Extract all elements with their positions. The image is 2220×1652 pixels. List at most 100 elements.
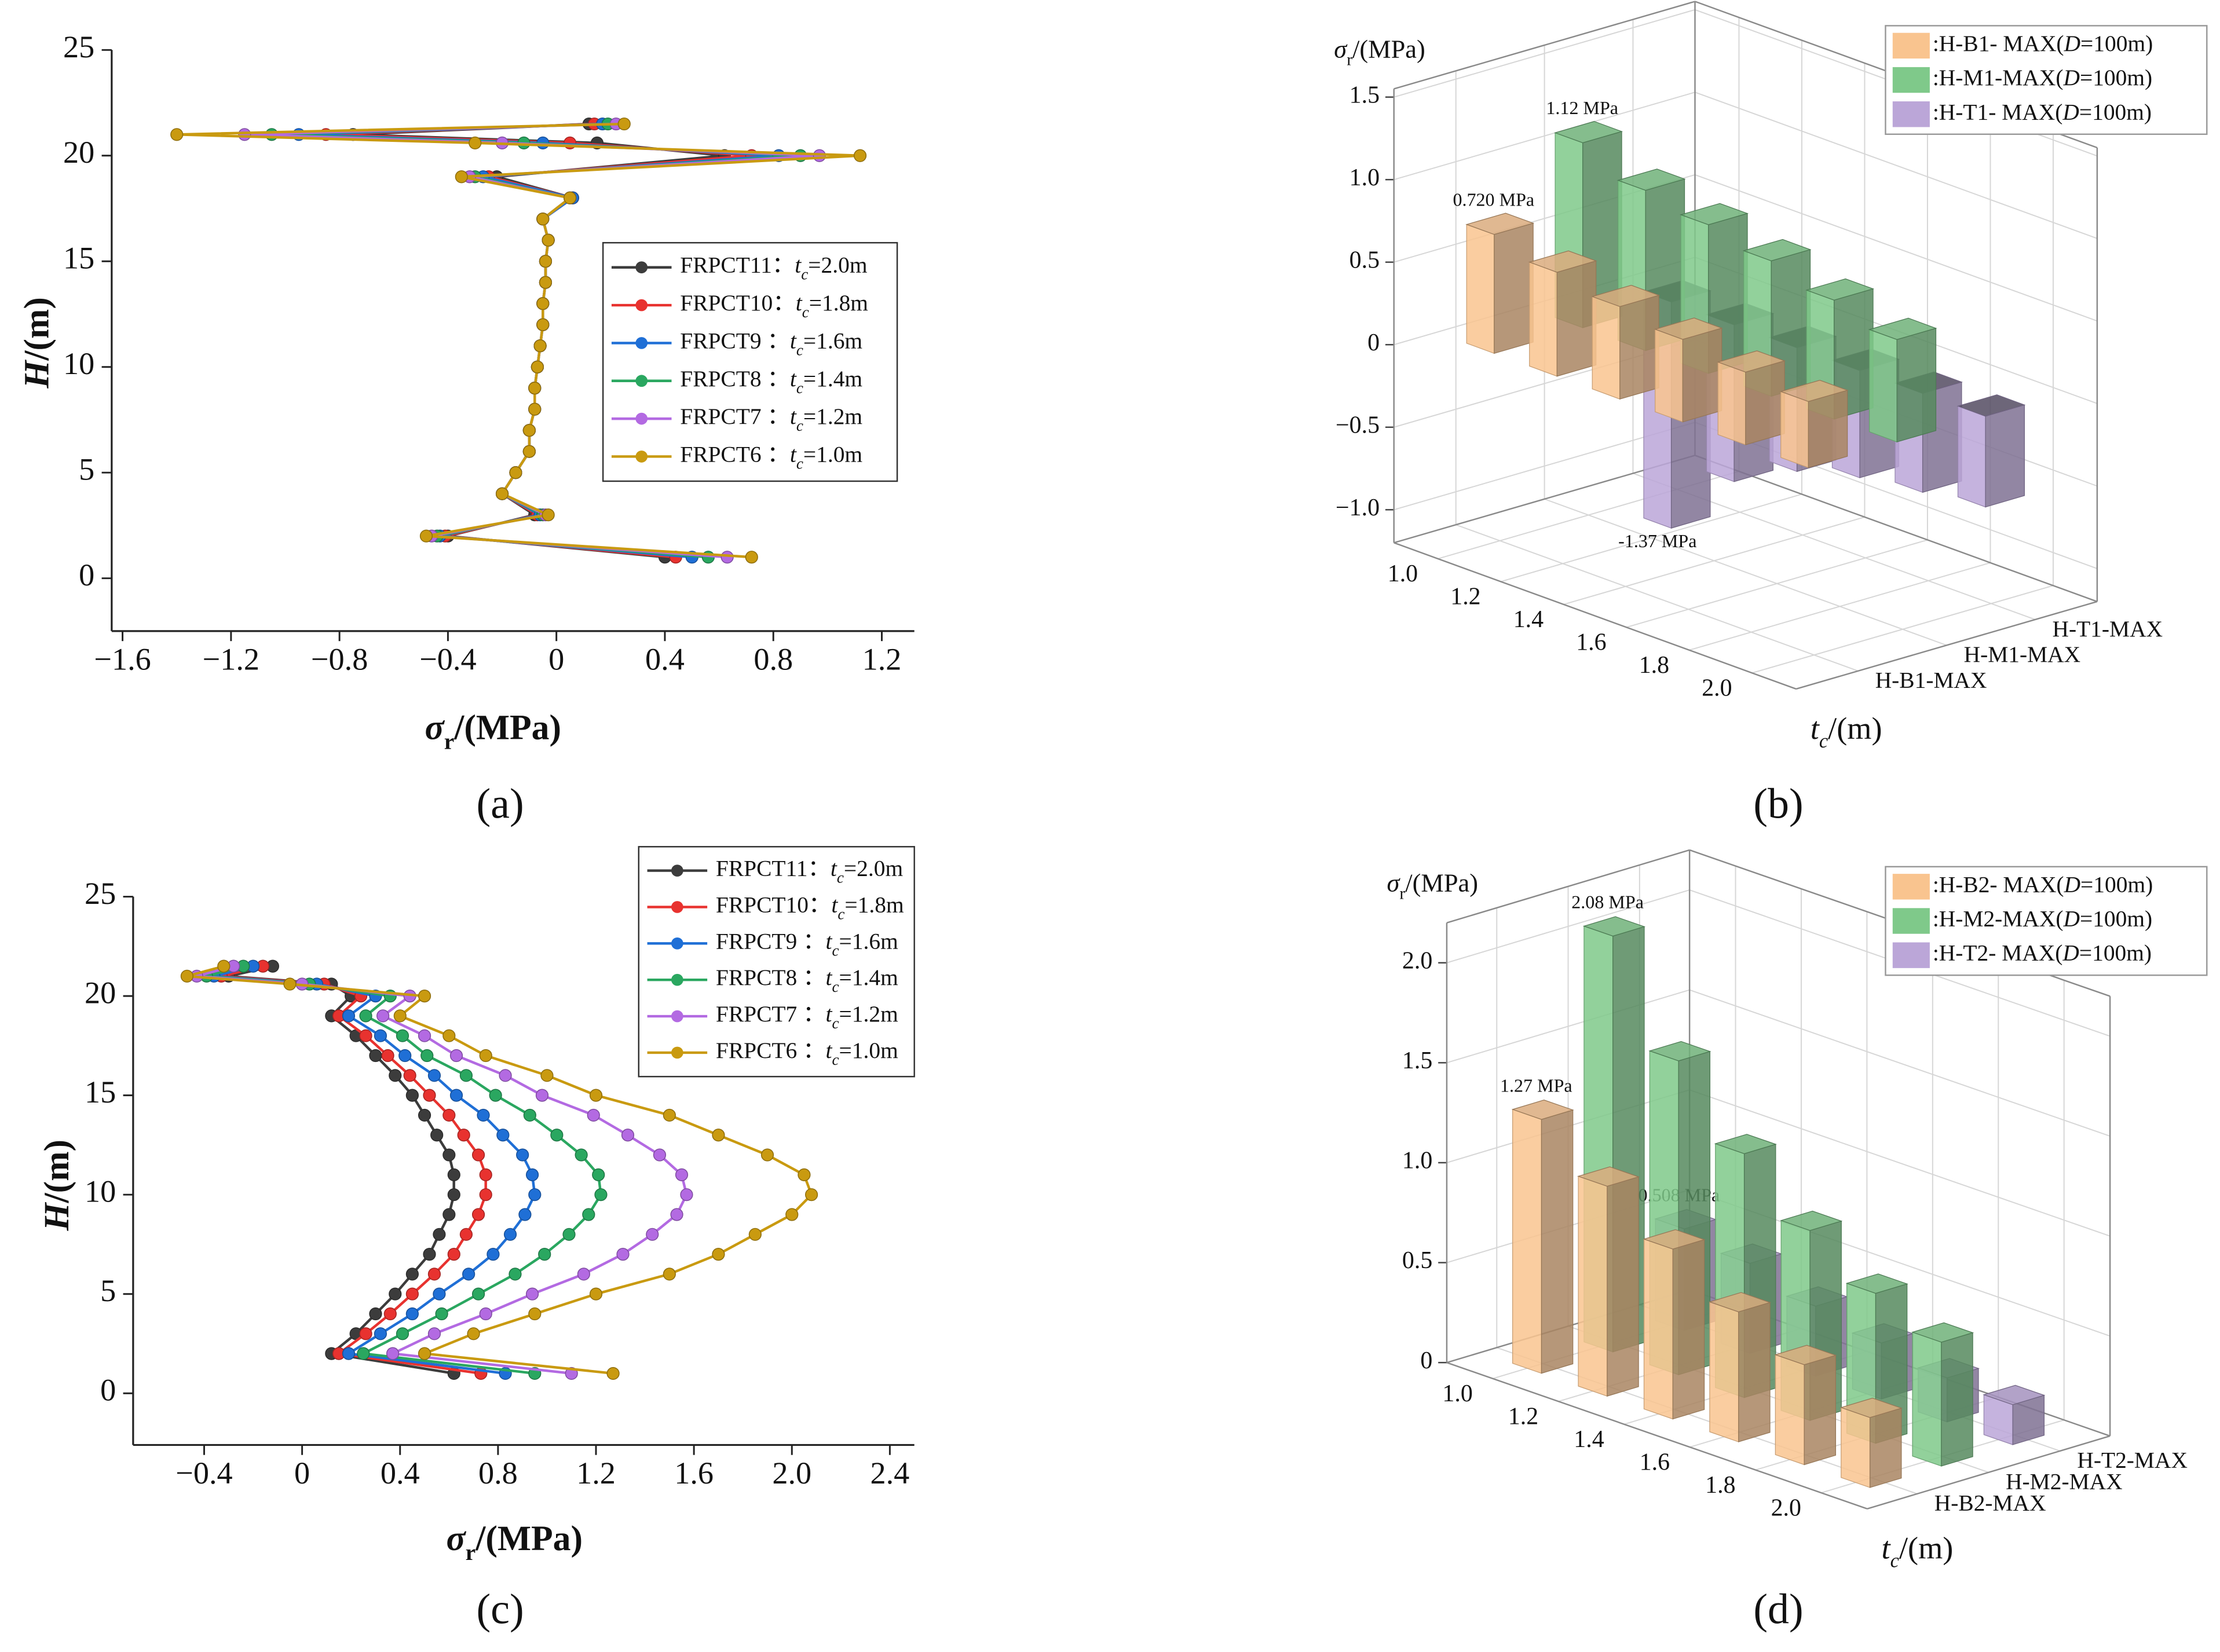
data-point	[405, 1089, 419, 1102]
data-point	[427, 1327, 441, 1340]
bar-face	[1655, 328, 1683, 423]
legend-swatch	[1892, 908, 1930, 934]
legend-label-part: D	[2062, 65, 2079, 90]
data-point	[423, 1248, 436, 1261]
bar-face	[1654, 317, 1723, 340]
legend-label-part: t	[826, 1001, 833, 1027]
bar-face	[1985, 404, 2025, 508]
z-axis-label: σr/(MPa)	[1387, 869, 1478, 903]
bar	[1779, 380, 1849, 468]
data-point	[663, 1268, 676, 1281]
legend-label: FRPCT8 ：tc=1.4m	[716, 965, 898, 995]
data-point	[542, 508, 555, 522]
legend-label-part: :H-M1-MAX(	[1933, 65, 2064, 90]
data-point	[423, 1089, 436, 1102]
y-axis-label-part: /(m)	[17, 297, 57, 361]
legend-box	[1885, 25, 2208, 135]
legend-label: :H-T2- MAX(D=100m)	[1933, 940, 2152, 966]
x-tick-label: 1.6	[1576, 629, 1606, 656]
data-point	[447, 1248, 460, 1261]
bar-face	[1845, 1273, 1908, 1294]
bar-face	[1607, 1176, 1639, 1397]
data-label: 2.08 MPa	[1571, 892, 1644, 913]
legend-label-part: ：	[772, 252, 795, 278]
series-axis-label: H-M2-MAX	[2006, 1469, 2123, 1495]
bar-face	[1912, 1331, 1942, 1467]
legend-label-part: ：	[773, 290, 795, 316]
box-edge	[1394, 542, 1797, 690]
data-point	[357, 1347, 370, 1360]
legend-label: FRPCT7 ：tc=1.2m	[680, 404, 862, 434]
z-axis-label-part: /(MPa)	[1352, 35, 1425, 64]
legend-box	[602, 241, 898, 482]
data-point	[405, 1307, 419, 1321]
x-tick-label: 1.6	[674, 1456, 714, 1490]
data-point	[386, 1347, 400, 1360]
z-tick-label: −1.0	[1336, 494, 1380, 521]
floor-grid	[1455, 524, 1859, 672]
x-tick-label: −1.2	[203, 642, 259, 677]
data-point	[471, 1287, 485, 1301]
legend-label-part: FRPCT9	[680, 328, 761, 353]
data-point	[376, 1009, 390, 1023]
data-point	[449, 1089, 463, 1102]
bar	[1528, 250, 1597, 377]
data-point	[383, 1307, 397, 1321]
x-tick-label: −0.4	[175, 1456, 232, 1490]
y-tick-label: 20	[63, 135, 94, 170]
series-axis-label: H-T1-MAX	[2052, 616, 2163, 642]
data-point	[804, 1188, 818, 1202]
z-axis-label: σr/(MPa)	[1334, 35, 1425, 69]
legend-dot	[635, 375, 648, 387]
x-axis-label: tc/(m)	[1811, 711, 1882, 752]
bar-face	[1717, 350, 1786, 373]
data-point	[531, 360, 544, 373]
legend-label-part: c	[802, 303, 809, 321]
data-point	[536, 318, 550, 331]
data-point	[342, 1009, 356, 1023]
legend-label-part: c	[832, 942, 839, 959]
legend-swatch	[1892, 101, 1930, 127]
data-point	[528, 402, 542, 416]
data-point	[606, 1367, 620, 1380]
bar-face	[1582, 916, 1645, 937]
data-point	[745, 551, 758, 564]
data-label: -1.37 MPa	[1618, 530, 1696, 551]
data-point	[670, 1208, 683, 1221]
bar-face	[1511, 1100, 1574, 1120]
data-point	[798, 1168, 811, 1181]
legend-label-part: ：	[807, 856, 830, 881]
box-edge	[1795, 600, 2098, 690]
legend-label-part: c	[832, 1051, 839, 1068]
legend-label-part: =1.6m	[803, 328, 863, 353]
x-axis-label-part: /(MPa)	[475, 1519, 583, 1558]
data-point	[419, 529, 433, 543]
legend-label-part: ：	[762, 328, 790, 353]
x-axis-label-part: σ	[446, 1519, 466, 1558]
bar-face	[1529, 261, 1557, 377]
legend-label: FRPCT6 ：tc=1.0m	[716, 1038, 898, 1068]
z-tick-label: 0.5	[1349, 247, 1380, 273]
x-tick-label: 1.2	[1508, 1403, 1538, 1430]
bar-face	[1779, 380, 1849, 402]
data-point	[563, 191, 577, 204]
x-tick-label: −0.8	[311, 642, 368, 677]
legend-label: FRPCT8 ：tc=1.4m	[680, 366, 862, 397]
data-point	[389, 1287, 402, 1301]
legend-label-part: ：	[797, 1038, 825, 1063]
legend-label-part: =100m)	[2080, 906, 2152, 932]
legend-label-part: ：	[762, 442, 790, 467]
data-point	[523, 1108, 536, 1122]
x-axis-label-part: /(MPa)	[453, 708, 561, 748]
legend-label-part: =2.0m	[808, 252, 868, 278]
legend-label: FRPCT10：tc=1.8m	[680, 290, 868, 321]
y-tick-label: 25	[63, 30, 94, 64]
data-point	[539, 276, 553, 289]
data-point	[403, 1069, 416, 1082]
bar	[1643, 1229, 1706, 1420]
legend-label-part: FRPCT8	[680, 366, 761, 391]
y-axis-label: H/(m)	[37, 1140, 76, 1231]
legend-label-part: =1.4m	[839, 965, 899, 990]
legend-label-part: =1.2m	[839, 1001, 899, 1027]
